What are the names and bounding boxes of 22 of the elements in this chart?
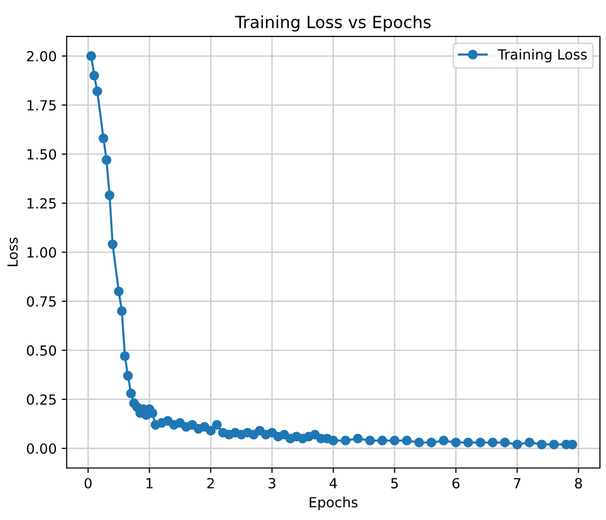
x-tick-label: 0 bbox=[84, 478, 92, 488]
x-tick-label: 8 bbox=[575, 478, 582, 488]
y-tick-label: 0.75 bbox=[26, 296, 56, 307]
legend-label: Training Loss bbox=[498, 48, 587, 62]
x-axis-title: Epochs bbox=[310, 496, 358, 510]
x-tick-label: 1 bbox=[146, 478, 153, 488]
y-axis-title: Loss bbox=[7, 238, 18, 266]
y-tick-label: 0.50 bbox=[26, 345, 56, 356]
y-tick-label: 1.50 bbox=[28, 149, 56, 160]
y-tick-label: 1.25 bbox=[28, 198, 56, 209]
x-tick-label: 4 bbox=[330, 478, 337, 488]
x-tick-label: 2 bbox=[207, 478, 214, 488]
chart-title: Training Loss vs Epochs bbox=[235, 15, 431, 32]
y-tick-label: 1.00 bbox=[28, 247, 56, 258]
y-tick-label: 0.25 bbox=[26, 394, 56, 405]
x-tick-label: 6 bbox=[452, 478, 460, 488]
x-tick-label: 3 bbox=[268, 478, 276, 488]
y-tick-label: 0.00 bbox=[26, 443, 56, 454]
y-tick-label: 1.75 bbox=[28, 100, 56, 111]
y-tick-label: 2.00 bbox=[27, 50, 56, 62]
x-tick-label: 7 bbox=[514, 478, 520, 488]
x-tick-label: 5 bbox=[391, 478, 398, 488]
